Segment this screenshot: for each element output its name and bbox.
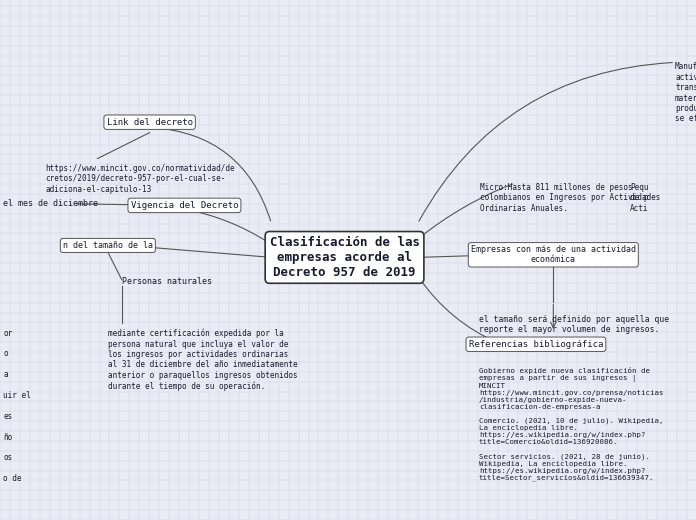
Text: el tamaño será definido por aquella que
reporte el mayor volumen de ingresos.: el tamaño será definido por aquella que …: [479, 315, 669, 334]
FancyArrowPatch shape: [152, 127, 271, 221]
Text: n del tamaño de la: n del tamaño de la: [63, 241, 153, 250]
FancyArrowPatch shape: [187, 210, 269, 243]
FancyArrowPatch shape: [420, 184, 512, 238]
Text: Personas naturales: Personas naturales: [122, 277, 212, 287]
Text: https://www.mincit.gov.co/normatividad/de
cretos/2019/decreto-957-por-el-cual-se: https://www.mincit.gov.co/normatividad/d…: [45, 164, 235, 193]
Text: Manuf:
activ:
trans:
mater:
produ
se ef: Manuf: activ: trans: mater: produ se ef: [675, 62, 696, 123]
Text: el mes de diciembre: el mes de diciembre: [3, 199, 98, 209]
Text: Vigencia del Decreto: Vigencia del Decreto: [131, 201, 238, 210]
Text: Gobierno expide nueva clasificación de
empresas a partir de sus ingresos |
MINCI: Gobierno expide nueva clasificación de e…: [479, 367, 663, 481]
Text: Pequ
de p
Acti: Pequ de p Acti: [630, 183, 649, 213]
Text: Micro:Hasta 811 millones de pesos
colombianos en Ingresos por Actividades
Ordina: Micro:Hasta 811 millones de pesos colomb…: [480, 183, 661, 213]
Text: Referencias bibliográfica: Referencias bibliográfica: [468, 340, 603, 349]
Text: Empresas con más de una actividad
económica: Empresas con más de una actividad económ…: [470, 245, 636, 265]
Text: or

o

a

uir el

es

ño

os

o de: or o a uir el es ño os o de: [3, 329, 31, 483]
FancyArrowPatch shape: [419, 62, 672, 221]
Text: Clasificación de las
empresas acorde al
Decreto 957 de 2019: Clasificación de las empresas acorde al …: [269, 236, 420, 279]
FancyArrowPatch shape: [419, 278, 498, 343]
Text: Link del decreto: Link del decreto: [106, 118, 193, 127]
Text: mediante certificación expedida por la
persona natural que incluya el valor de
l: mediante certificación expedida por la p…: [108, 329, 297, 391]
